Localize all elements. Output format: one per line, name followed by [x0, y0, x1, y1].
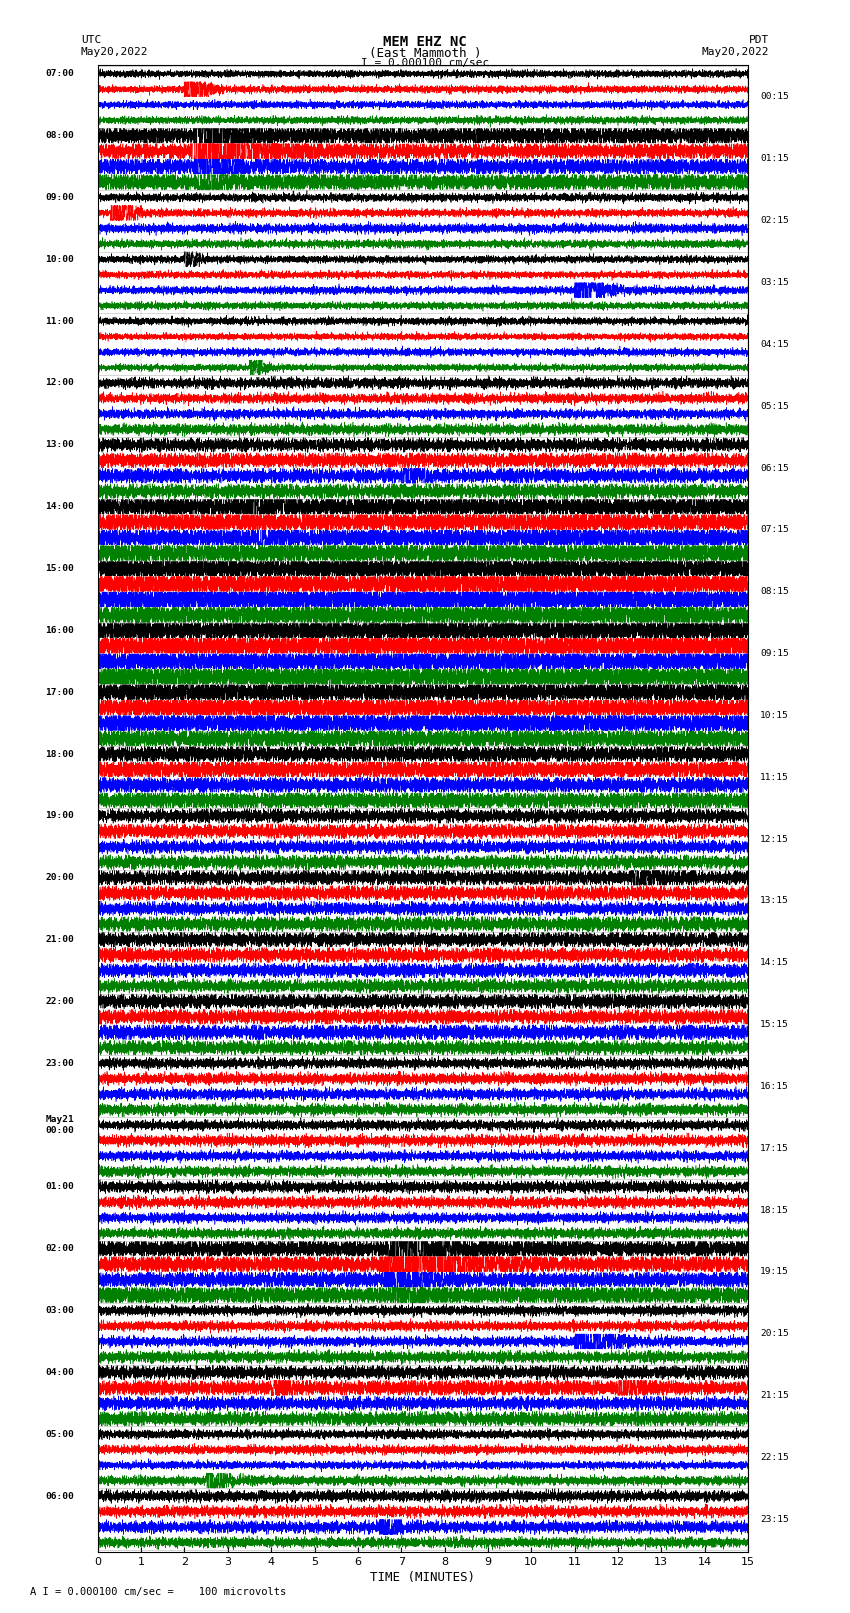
Text: 17:15: 17:15 — [760, 1144, 789, 1153]
Text: MEM EHZ NC: MEM EHZ NC — [383, 35, 467, 50]
Text: 04:00: 04:00 — [45, 1368, 74, 1378]
X-axis label: TIME (MINUTES): TIME (MINUTES) — [371, 1571, 475, 1584]
Text: 07:00: 07:00 — [45, 69, 74, 79]
Text: 04:15: 04:15 — [760, 340, 789, 348]
Text: 23:15: 23:15 — [760, 1515, 789, 1524]
Text: 12:00: 12:00 — [45, 379, 74, 387]
Text: I = 0.000100 cm/sec: I = 0.000100 cm/sec — [361, 58, 489, 68]
Text: 01:15: 01:15 — [760, 155, 789, 163]
Text: (East Mammoth ): (East Mammoth ) — [369, 47, 481, 60]
Text: May20,2022: May20,2022 — [81, 47, 148, 56]
Text: 13:00: 13:00 — [45, 440, 74, 450]
Text: 02:00: 02:00 — [45, 1244, 74, 1253]
Text: 15:00: 15:00 — [45, 565, 74, 573]
Text: 14:00: 14:00 — [45, 502, 74, 511]
Text: 19:00: 19:00 — [45, 811, 74, 821]
Text: 03:15: 03:15 — [760, 277, 789, 287]
Text: 07:15: 07:15 — [760, 526, 789, 534]
Text: 16:15: 16:15 — [760, 1082, 789, 1090]
Text: 03:00: 03:00 — [45, 1307, 74, 1315]
Text: 18:00: 18:00 — [45, 750, 74, 758]
Text: PDT: PDT — [749, 35, 769, 45]
Text: 17:00: 17:00 — [45, 687, 74, 697]
Text: 11:00: 11:00 — [45, 316, 74, 326]
Text: 21:15: 21:15 — [760, 1390, 789, 1400]
Text: 22:00: 22:00 — [45, 997, 74, 1007]
Text: 08:00: 08:00 — [45, 131, 74, 140]
Text: 09:00: 09:00 — [45, 194, 74, 202]
Text: 20:15: 20:15 — [760, 1329, 789, 1339]
Text: A I = 0.000100 cm/sec =    100 microvolts: A I = 0.000100 cm/sec = 100 microvolts — [30, 1587, 286, 1597]
Text: 14:15: 14:15 — [760, 958, 789, 968]
Text: 15:15: 15:15 — [760, 1019, 789, 1029]
Text: 01:00: 01:00 — [45, 1182, 74, 1192]
Text: 09:15: 09:15 — [760, 648, 789, 658]
Text: 21:00: 21:00 — [45, 936, 74, 944]
Text: 00:15: 00:15 — [760, 92, 789, 102]
Text: 10:15: 10:15 — [760, 711, 789, 719]
Text: 11:15: 11:15 — [760, 773, 789, 782]
Text: 06:00: 06:00 — [45, 1492, 74, 1500]
Text: UTC: UTC — [81, 35, 101, 45]
Text: 19:15: 19:15 — [760, 1268, 789, 1276]
Text: 02:15: 02:15 — [760, 216, 789, 226]
Text: 08:15: 08:15 — [760, 587, 789, 597]
Text: 06:15: 06:15 — [760, 463, 789, 473]
Text: 16:00: 16:00 — [45, 626, 74, 636]
Text: 23:00: 23:00 — [45, 1058, 74, 1068]
Text: May21
00:00: May21 00:00 — [45, 1115, 74, 1134]
Text: May20,2022: May20,2022 — [702, 47, 769, 56]
Text: 10:00: 10:00 — [45, 255, 74, 265]
Text: 05:00: 05:00 — [45, 1429, 74, 1439]
Text: 22:15: 22:15 — [760, 1453, 789, 1461]
Text: 12:15: 12:15 — [760, 834, 789, 844]
Text: 05:15: 05:15 — [760, 402, 789, 411]
Text: 13:15: 13:15 — [760, 897, 789, 905]
Text: 18:15: 18:15 — [760, 1205, 789, 1215]
Text: 20:00: 20:00 — [45, 873, 74, 882]
